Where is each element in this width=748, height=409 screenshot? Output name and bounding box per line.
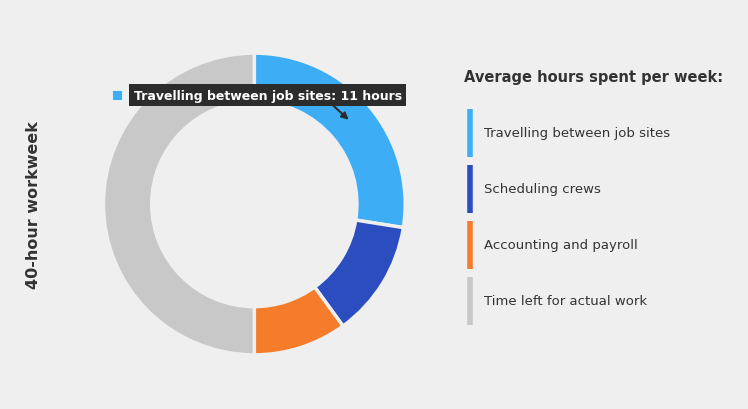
Text: Time left for actual work: Time left for actual work [484, 294, 647, 307]
Wedge shape [103, 54, 254, 355]
Text: Average hours spent per week:: Average hours spent per week: [464, 70, 723, 85]
Text: Accounting and payroll: Accounting and payroll [484, 238, 638, 252]
Text: Scheduling crews: Scheduling crews [484, 183, 601, 196]
Wedge shape [254, 54, 405, 228]
Text: Travelling between job sites: Travelling between job sites [484, 127, 670, 140]
Text: 40-hour workweek: 40-hour workweek [26, 121, 41, 288]
Text: Travelling between job sites: 11 hours: Travelling between job sites: 11 hours [134, 90, 402, 103]
Wedge shape [315, 220, 403, 326]
Wedge shape [254, 287, 343, 355]
